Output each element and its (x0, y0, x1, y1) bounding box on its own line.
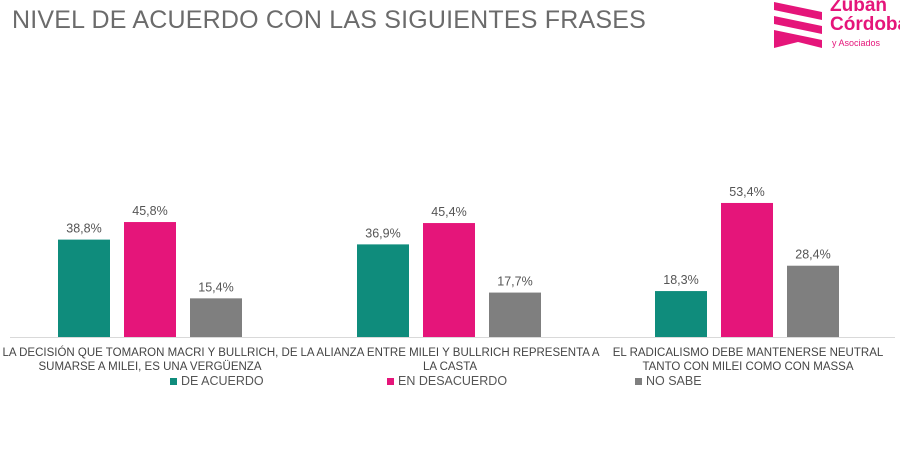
bar (423, 223, 475, 337)
chart-title: NIVEL DE ACUERDO CON LAS SIGUIENTES FRAS… (12, 6, 647, 34)
bar (190, 298, 242, 337)
data-label: 53,4% (729, 185, 764, 199)
category-label-3: EL RADICALISMO DEBE MANTENERSE NEUTRAL T… (612, 347, 884, 373)
bar (655, 291, 707, 337)
data-label: 45,4% (431, 205, 466, 219)
legend-item-no-sabe: NO SABE (635, 374, 702, 388)
data-label: 45,8% (132, 204, 167, 218)
bar (124, 222, 176, 337)
bar (489, 292, 541, 337)
data-label: 18,3% (663, 273, 698, 287)
logo-subtext: y Asociados (832, 38, 881, 48)
data-label: 15,4% (198, 280, 233, 294)
legend-swatch (170, 377, 177, 385)
category-label-2: LA ALIANZA ENTRE MILEI Y BULLRICH REPRES… (300, 347, 600, 373)
bar (787, 265, 839, 337)
legend-item-en-desacuerdo: EN DESACUERDO (387, 374, 507, 388)
category-label-1: LA DECISIÓN QUE TOMARON MACRI Y BULLRICH… (2, 347, 298, 373)
bar (357, 244, 409, 337)
logo-icon (774, 2, 822, 48)
legend-item-de-acuerdo: DE ACUERDO (170, 374, 264, 388)
bar (58, 239, 110, 337)
data-label: 17,7% (497, 275, 532, 289)
data-label: 38,8% (66, 222, 101, 236)
data-label: 36,9% (365, 226, 400, 240)
bar (721, 202, 773, 337)
legend-swatch (635, 377, 642, 385)
data-label: 28,4% (795, 248, 830, 262)
logo-text: ZubanCórdoba (830, 0, 900, 35)
legend-swatch (387, 377, 394, 385)
